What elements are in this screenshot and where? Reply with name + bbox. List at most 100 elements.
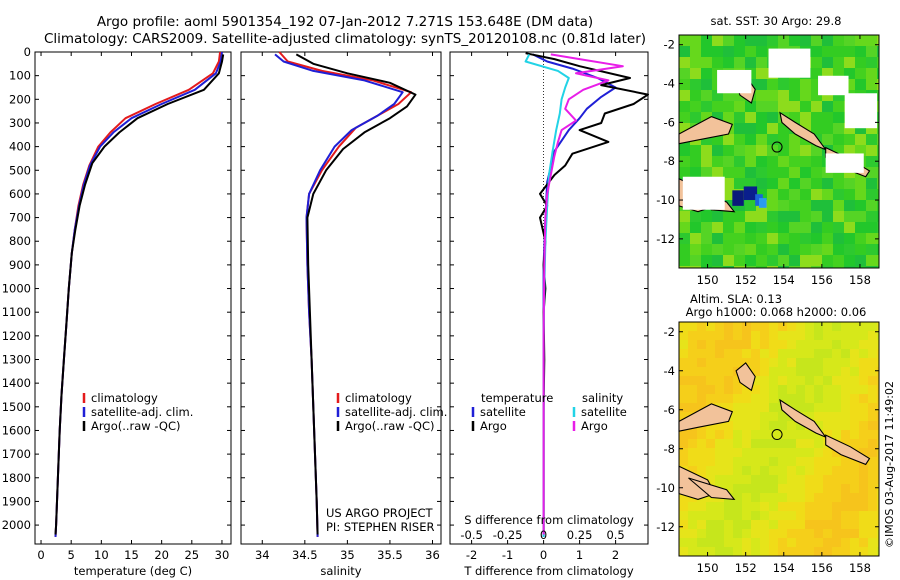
s-tick-label: -0.25 <box>493 528 523 542</box>
heatmap-cell <box>778 90 789 101</box>
heatmap-cell <box>868 466 877 475</box>
heatmap-cell <box>679 412 688 421</box>
heatmap-cell <box>787 421 796 430</box>
heatmap-cell <box>697 322 706 331</box>
x-tick-label: 2 <box>612 548 619 562</box>
heatmap-cell <box>760 457 769 466</box>
heatmap-cell <box>787 331 796 340</box>
heatmap-cell <box>832 385 841 394</box>
heatmap-cell <box>697 457 706 466</box>
heatmap-cell <box>844 57 855 68</box>
heatmap-cell <box>712 145 723 156</box>
heatmap-cell <box>679 448 688 457</box>
heatmap-cell <box>822 233 833 244</box>
heatmap-cell <box>690 211 701 222</box>
heatmap-cell <box>822 101 833 112</box>
heatmap-cell <box>866 57 877 68</box>
heatmap-cell <box>751 529 760 538</box>
heatmap-cell <box>701 112 712 123</box>
heatmap-cell <box>724 349 733 358</box>
heatmap-cell <box>841 403 850 412</box>
heatmap-cell <box>859 529 868 538</box>
heatmap-cell <box>706 385 715 394</box>
heatmap-cell <box>706 322 715 331</box>
heatmap-cell <box>866 244 877 255</box>
heatmap-cell <box>751 385 760 394</box>
heatmap-cell <box>679 35 690 46</box>
heatmap-cell <box>723 255 734 266</box>
heatmap-cell <box>742 547 751 556</box>
heatmap-cell <box>823 430 832 439</box>
heatmap-cell <box>778 101 789 112</box>
heatmap-cell <box>706 358 715 367</box>
heatmap-cell <box>833 101 844 112</box>
heatmap-cell <box>800 79 811 90</box>
heatmap-cell <box>760 448 769 457</box>
y-tick-label: 200 <box>9 92 31 106</box>
heatmap-cell <box>877 547 879 556</box>
heatmap-cell <box>868 385 877 394</box>
heatmap-cell <box>756 79 767 90</box>
heatmap-cell <box>877 340 879 349</box>
heatmap-cell <box>688 358 697 367</box>
heatmap-cell <box>859 430 868 439</box>
heatmap-cell <box>723 156 734 167</box>
heatmap-cell <box>756 167 767 178</box>
heatmap-cell <box>833 211 844 222</box>
heatmap-cell <box>724 466 733 475</box>
heatmap-cell <box>778 156 789 167</box>
heatmap-cell <box>712 222 723 233</box>
heatmap-cell <box>778 448 787 457</box>
heatmap-cell <box>832 448 841 457</box>
heatmap-cell <box>868 511 877 520</box>
heatmap-cell <box>877 520 879 529</box>
x-tick-label: 158 <box>849 561 871 575</box>
heatmap-cell <box>723 90 734 101</box>
heatmap-cell <box>868 394 877 403</box>
map-frame <box>678 34 880 269</box>
heatmap-cell <box>866 266 877 268</box>
heatmap-cell <box>715 538 724 547</box>
heatmap-cell <box>769 421 778 430</box>
heatmap-cell <box>859 376 868 385</box>
heatmap-cell <box>767 35 778 46</box>
heatmap-cell <box>745 57 756 68</box>
heatmap-cell <box>745 211 756 222</box>
heatmap-cell <box>841 421 850 430</box>
heatmap-cell <box>723 145 734 156</box>
heatmap-cell <box>796 367 805 376</box>
heatmap-cell <box>751 322 760 331</box>
legend-entry: satellite-adj. clim. <box>91 405 193 419</box>
heatmap-cell <box>724 403 733 412</box>
heatmap-cell <box>751 358 760 367</box>
heatmap-cell <box>805 511 814 520</box>
pi-label: PI: STEPHEN RISER <box>326 520 435 534</box>
x-tick-label: 158 <box>849 273 871 287</box>
heatmap-cell <box>800 244 811 255</box>
heatmap-cell <box>760 331 769 340</box>
heatmap-cell <box>814 403 823 412</box>
heatmap-cell <box>756 156 767 167</box>
heatmap-cell <box>832 502 841 511</box>
heatmap-cell <box>868 529 877 538</box>
heatmap-cell <box>778 211 789 222</box>
heatmap-cell <box>877 178 879 189</box>
heatmap-cell <box>823 331 832 340</box>
heatmap-cell <box>690 79 701 90</box>
project-label: US ARGO PROJECT <box>326 506 434 520</box>
land-mass <box>825 434 871 466</box>
heatmap-cell <box>767 156 778 167</box>
heatmap-cell <box>742 394 751 403</box>
heatmap-cell <box>751 457 760 466</box>
heatmap-cell <box>859 538 868 547</box>
heatmap-cell <box>778 244 789 255</box>
heatmap-cell <box>850 466 859 475</box>
y-tick-label: 1900 <box>2 494 31 508</box>
missing-data <box>844 93 878 129</box>
heatmap-cell <box>832 457 841 466</box>
heatmap-cell <box>760 394 769 403</box>
heatmap-cell <box>690 101 701 112</box>
heatmap-cell <box>760 511 769 520</box>
heatmap-cell <box>706 430 715 439</box>
y-tick-label: 1700 <box>2 447 31 461</box>
